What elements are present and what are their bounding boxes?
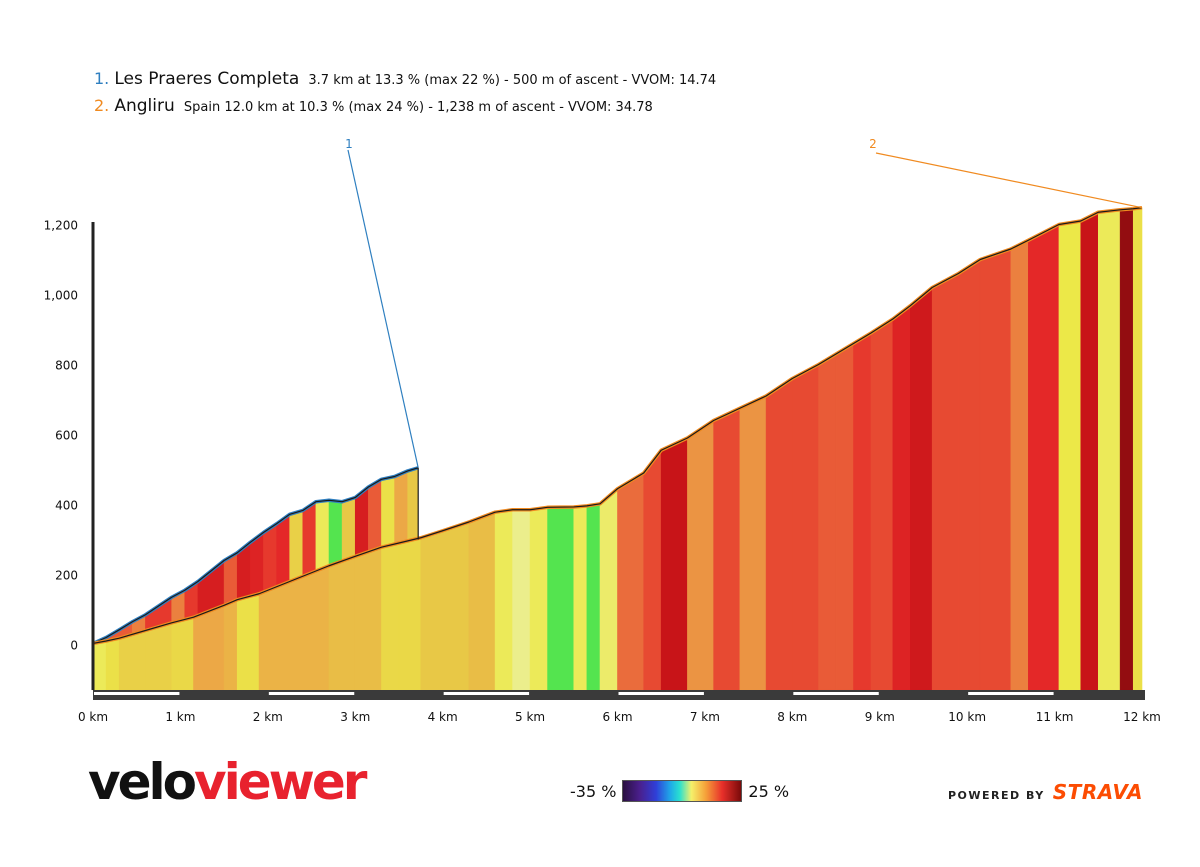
y-tick-label: 600 xyxy=(55,429,78,443)
profile-segment-2 xyxy=(687,419,714,691)
series-marker-1: 1 xyxy=(345,137,353,151)
profile-segment-2 xyxy=(739,395,767,691)
profile-segment-2 xyxy=(381,542,400,691)
profile-segment-2 xyxy=(660,437,688,691)
x-tick-label: 8 km xyxy=(777,710,807,724)
profile-segment-2 xyxy=(1080,211,1099,691)
profile-segment-2 xyxy=(931,272,959,691)
x-tick-label: 3 km xyxy=(340,710,370,724)
profile-segment-2 xyxy=(398,537,422,691)
x-tick-label: 5 km xyxy=(515,710,545,724)
x-tick-label: 1 km xyxy=(165,710,195,724)
profile-segment-2 xyxy=(328,555,356,691)
profile-segment-2 xyxy=(958,258,981,691)
x-tick-label: 11 km xyxy=(1036,710,1074,724)
legend-name-1[interactable]: Les Praeres Completa xyxy=(114,69,300,89)
strava-logo: STRAVA xyxy=(1052,780,1143,804)
profile-segment-2 xyxy=(892,305,911,691)
profile-segment-2 xyxy=(171,616,194,691)
x-tick-label: 7 km xyxy=(690,710,720,724)
x-tick-label: 4 km xyxy=(428,710,458,724)
distance-bar-stripe xyxy=(968,692,1054,695)
profile-segment-2 xyxy=(529,506,548,691)
profile-segment-2 xyxy=(1132,207,1143,691)
profile-line-1 xyxy=(92,467,419,644)
x-tick-label: 10 km xyxy=(948,710,986,724)
grade-scale-bar xyxy=(622,780,743,802)
profile-segment-2 xyxy=(713,407,741,691)
x-tick-label: 0 km xyxy=(78,710,108,724)
profile-segment-2 xyxy=(617,472,645,691)
x-tick-label: 12 km xyxy=(1123,710,1161,724)
profile-segment-2 xyxy=(765,377,793,691)
powered-by-strava[interactable]: POWERED BY STRAVA xyxy=(948,780,1143,804)
profile-segment-2 xyxy=(354,546,382,691)
profile-line-2 xyxy=(92,207,1143,645)
distance-bar-stripe xyxy=(793,692,879,695)
grade-color-scale: -35 % 25 % xyxy=(570,780,789,802)
profile-segment-2 xyxy=(547,506,575,691)
profile-segment-2 xyxy=(236,593,260,691)
profile-segment-2 xyxy=(870,318,894,691)
profile-segment-2 xyxy=(494,509,513,691)
x-tick-label: 6 km xyxy=(602,710,632,724)
y-tick-label: 800 xyxy=(55,359,78,373)
x-tick-label: 9 km xyxy=(865,710,895,724)
profile-segment-2 xyxy=(1119,208,1134,691)
profile-segment-2 xyxy=(979,248,1012,691)
profile-segment-2 xyxy=(118,630,146,691)
profile-segment-2 xyxy=(853,332,872,691)
profile-segment-2 xyxy=(573,505,588,691)
profile-segment-2 xyxy=(643,449,662,691)
series-marker-2: 2 xyxy=(869,137,877,151)
profile-segment-2 xyxy=(818,353,837,691)
profile-segment-2 xyxy=(512,509,531,691)
y-tick-label: 1,000 xyxy=(44,289,78,303)
profile-segment-2 xyxy=(442,521,470,691)
chart-legend: 1. Les Praeres Completa 3.7 km at 13.3 %… xyxy=(94,66,716,120)
profile-segment-2 xyxy=(468,511,496,691)
profile-segment-2 xyxy=(599,488,618,691)
profile-segment-2 xyxy=(105,637,120,691)
profile-segment-2 xyxy=(1058,220,1082,691)
profile-segment-2 xyxy=(792,363,819,691)
y-tick-label: 400 xyxy=(55,499,78,513)
distance-bar-stripe xyxy=(618,692,704,695)
legend-name-2[interactable]: Angliru xyxy=(114,96,175,116)
legend-number-1: 1. xyxy=(94,69,110,88)
legend-number-2: 2. xyxy=(94,96,110,115)
powered-by-label: POWERED BY xyxy=(948,789,1045,802)
y-tick-label: 200 xyxy=(55,569,78,583)
profile-segment-2 xyxy=(586,503,601,691)
profile-segment-2 xyxy=(92,640,107,691)
legend-item-1: 1. Les Praeres Completa 3.7 km at 13.3 %… xyxy=(94,66,716,93)
distance-bar-stripe xyxy=(268,692,355,695)
legend-item-2: 2. Angliru Spain 12.0 km at 10.3 % (max … xyxy=(94,93,716,120)
distance-bar-stripe xyxy=(94,692,180,695)
y-tick-label: 0 xyxy=(70,639,78,653)
veloviewer-logo[interactable]: veloviewer xyxy=(88,753,367,811)
profile-segment-2 xyxy=(1028,224,1060,691)
y-tick-label: 1,200 xyxy=(44,219,78,233)
grade-scale-min-label: -35 % xyxy=(570,781,617,801)
leader-line-2 xyxy=(875,152,1143,209)
profile-segment-2 xyxy=(193,604,225,691)
profile-segment-2 xyxy=(223,599,238,691)
profile-segment-2 xyxy=(1010,239,1029,691)
x-tick-label: 2 km xyxy=(253,710,283,724)
profile-segment-2 xyxy=(258,579,295,691)
legend-desc-2: Spain 12.0 km at 10.3 % (max 24 %) - 1,2… xyxy=(183,100,653,115)
profile-segment-2 xyxy=(835,342,854,691)
profile-segment-2 xyxy=(420,530,443,691)
profile-segment-2 xyxy=(145,622,172,691)
profile-segment-2 xyxy=(293,565,330,691)
leader-line-1 xyxy=(347,149,419,468)
distance-bar-stripe xyxy=(443,692,530,695)
grade-scale-max-label: 25 % xyxy=(748,781,790,801)
profile-segment-2 xyxy=(910,286,933,691)
legend-desc-1: 3.7 km at 13.3 % (max 22 %) - 500 m of a… xyxy=(308,73,717,88)
profile-segment-2 xyxy=(1097,209,1121,691)
